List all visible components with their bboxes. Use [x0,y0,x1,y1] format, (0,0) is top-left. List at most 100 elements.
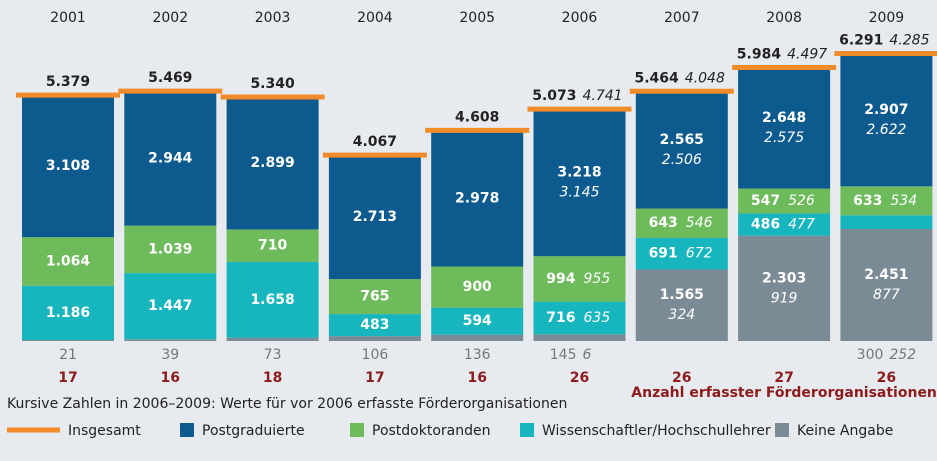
bar-segment [533,109,626,257]
bar-segment [22,340,114,341]
segment-label: 594 [463,313,492,329]
bar-segment [124,225,217,274]
year-label: 2001 [50,10,86,26]
legend-label: Wissenschaftler/Hochschullehrer [542,423,771,439]
bar-segment [328,336,421,341]
bar-segment [22,285,114,341]
total-alt-label: 4.741 [583,88,623,104]
bar-segment [22,237,114,286]
legend-label: Postdoktoranden [372,423,491,439]
segment-label: 2.713 [353,209,397,225]
segment-alt-label: 672 [686,246,713,262]
segment-label: 710 [258,238,287,254]
bar-segment [226,337,319,341]
year-label: 2007 [664,10,700,26]
segment-alt-label: 955 [584,271,611,287]
segment-alt-label: 877 [873,287,900,303]
total-label: 5.073 [532,88,576,104]
bar-segment [635,91,728,209]
count-label: 26 [672,370,691,386]
year-label: 2006 [562,10,598,26]
bar-segment [431,334,524,341]
note: Kursive Zahlen in 2006–2009: Werte für v… [7,396,567,412]
bar-segment [124,91,217,226]
total-label: 4.608 [455,109,499,125]
bar-segment [124,339,217,341]
segment-label: 1.186 [46,305,90,321]
below-alt-label: 6 [583,347,592,363]
below-label: 300 [857,347,884,363]
segment-alt-label: 324 [668,307,695,323]
legend-label: Insgesamt [68,423,141,439]
segment-label: 483 [360,317,389,333]
segment-label: 547 [751,193,780,209]
total-label: 5.469 [148,70,192,86]
bar-segment [635,237,728,270]
segment-label: 2.944 [148,150,193,166]
count-caption: Anzahl erfasster Förderorganisationen [631,385,937,401]
count-label: 26 [570,370,589,386]
count-label: 26 [877,370,896,386]
bar-segment [738,67,831,189]
bar-segment [431,130,524,267]
bar-segment [533,301,626,335]
segment-label: 1.565 [660,287,704,303]
segment-alt-label: 477 [788,217,815,233]
below-label: 73 [264,347,282,363]
segment-label: 1.658 [250,292,294,308]
segment-label: 633 [853,193,882,209]
bar-segment [840,53,933,187]
bar-segment [840,215,933,229]
segment-label: 2.565 [660,132,704,148]
count-label: 17 [58,370,77,386]
count-label: 17 [365,370,384,386]
segment-alt-label: 534 [890,193,917,209]
total-alt-label: 4.285 [889,33,929,49]
bar-segment [431,266,524,308]
bar-segment [840,186,933,216]
segment-alt-label: 546 [686,215,713,231]
bar-segment [533,334,626,341]
segment-label: 643 [649,215,678,231]
count-label: 16 [467,370,486,386]
segment-label: 2.978 [455,190,499,206]
year-label: 2008 [766,10,802,26]
segment-label: 2.451 [864,267,908,283]
year-label: 2005 [459,10,495,26]
count-label: 18 [263,370,282,386]
total-alt-label: 4.048 [685,70,725,86]
total-label: 5.984 [737,47,782,63]
legend-swatch [350,423,364,437]
year-label: 2003 [255,10,291,26]
total-alt-label: 4.497 [787,47,827,63]
bar-segment [738,235,831,341]
segment-alt-label: 635 [584,310,611,326]
bar-segment [635,269,728,341]
year-label: 2009 [869,10,905,26]
bar-segment [738,213,831,236]
bar-segment [226,96,319,230]
total-label: 4.067 [353,134,397,150]
segment-label: 486 [751,217,780,233]
below-label: 21 [59,347,77,363]
below-alt-label: 252 [889,347,916,363]
segment-label: 900 [463,279,492,295]
segment-label: 2.899 [250,155,294,171]
below-label: 145 [550,347,577,363]
below-label: 136 [464,347,491,363]
legend-label: Keine Angabe [797,423,893,439]
segment-label: 3.218 [557,165,601,181]
total-label: 5.379 [46,74,90,90]
bar-segment [124,273,217,340]
legend-swatch [520,423,534,437]
year-label: 2004 [357,10,393,26]
segment-label: 1.039 [148,241,192,257]
segment-label: 2.907 [864,102,908,118]
legend-swatch [775,423,789,437]
count-label: 27 [774,370,793,386]
segment-alt-label: 919 [771,290,798,306]
total-label: 5.464 [635,70,680,86]
bar-segment [533,256,626,302]
total-label: 6.291 [839,33,883,49]
